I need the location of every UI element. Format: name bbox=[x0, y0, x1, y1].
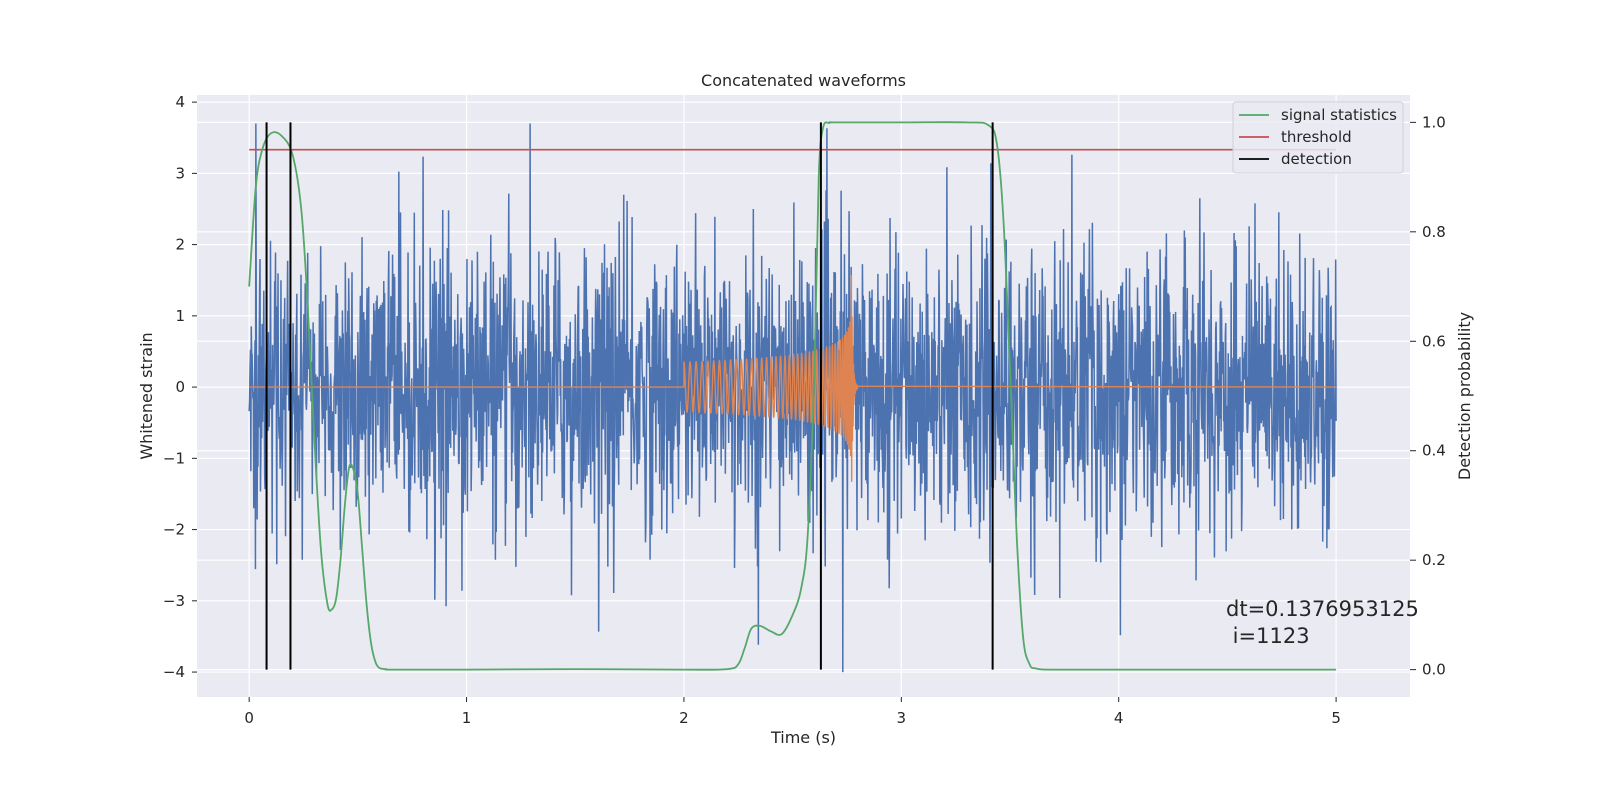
y-tick-label: 2 bbox=[175, 236, 185, 254]
annotation-dt: dt=0.1376953125 bbox=[1226, 597, 1419, 621]
y2-tick-label: 0.8 bbox=[1422, 223, 1446, 241]
tick-labels: 0 1 2 3 4 5 −4 −3 −2 −1 0 1 2 3 4 0.0 0.2 0.4 0.6 0.8 1.0 bbox=[163, 93, 1446, 727]
x-tick-label: 5 bbox=[1331, 709, 1341, 727]
legend-label: detection bbox=[1281, 150, 1352, 168]
legend-box bbox=[1232, 101, 1404, 174]
x-axis-label: Time (s) bbox=[770, 728, 836, 747]
x-tick-label: 2 bbox=[679, 709, 689, 727]
y-tick-label: −2 bbox=[163, 521, 185, 539]
legend-label: signal statistics bbox=[1281, 106, 1397, 124]
chart-title: Concatenated waveforms bbox=[701, 71, 906, 90]
y-tick-label: −1 bbox=[163, 449, 185, 467]
y2-tick-label: 0.0 bbox=[1422, 661, 1446, 679]
plot-area bbox=[248, 121, 1337, 673]
y2-tick-label: 0.2 bbox=[1422, 551, 1446, 569]
y-tick-label: −3 bbox=[163, 592, 185, 610]
x-tick-label: 4 bbox=[1114, 709, 1124, 727]
annotation-index: i=1123 bbox=[1226, 624, 1310, 648]
y-tick-label: 4 bbox=[175, 93, 185, 111]
legend: signal statistics threshold detection bbox=[1232, 101, 1404, 174]
y-tick-label: 1 bbox=[175, 307, 185, 325]
y2-axis-label: Detection probability bbox=[1455, 312, 1474, 480]
chirp-waveform-line bbox=[249, 274, 1337, 482]
y-tick-label: −4 bbox=[163, 663, 185, 681]
legend-label: threshold bbox=[1281, 128, 1352, 146]
y-tick-label: 0 bbox=[175, 378, 185, 396]
y-tick-label: 3 bbox=[175, 164, 185, 182]
x-tick-label: 1 bbox=[462, 709, 472, 727]
signal-statistics-line bbox=[248, 121, 1337, 671]
x-tick-label: 3 bbox=[897, 709, 907, 727]
y-axis-label: Whitened strain bbox=[137, 332, 156, 459]
y2-tick-label: 1.0 bbox=[1422, 113, 1446, 131]
y2-tick-label: 0.4 bbox=[1422, 442, 1446, 460]
y2-tick-label: 0.6 bbox=[1422, 332, 1446, 350]
x-tick-label: 0 bbox=[244, 709, 254, 727]
